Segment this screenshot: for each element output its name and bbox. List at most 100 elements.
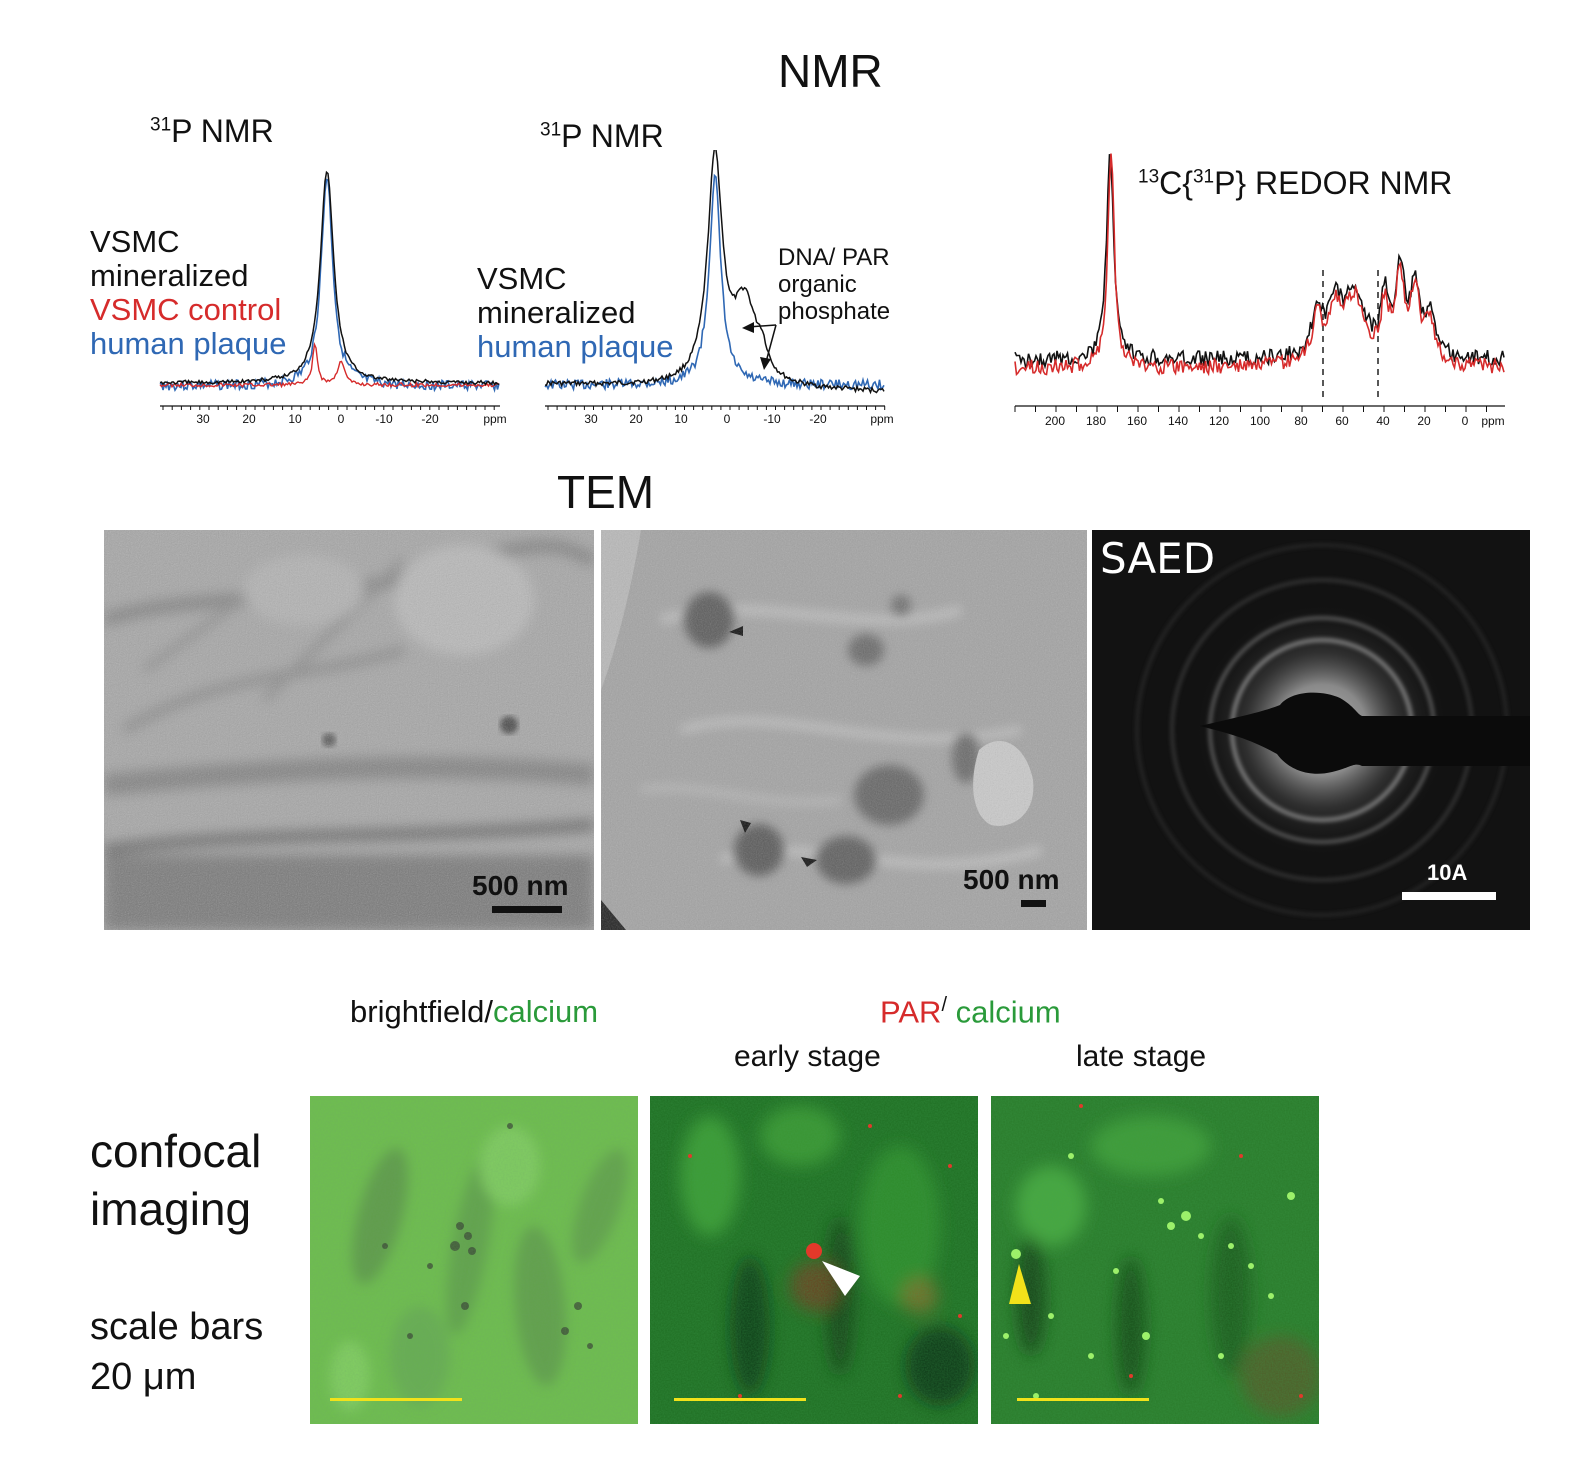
plot2-title-sup: 31 <box>540 119 562 141</box>
plot3-tick-label: 40 <box>1376 414 1390 428</box>
par-red-dot <box>806 1243 822 1259</box>
confocal1-scale-bar <box>330 1398 462 1401</box>
plot3-title-sup-2: 31 <box>1192 166 1215 188</box>
confocal-label-line-2: imaging <box>90 1183 252 1235</box>
calcium-label-left: calcium <box>493 994 599 1029</box>
plot1-title-main: P NMR <box>171 113 274 149</box>
plot1-tick-label: 10 <box>288 412 302 426</box>
par-calcium-header: PAR/ calcium <box>880 994 1061 1030</box>
tem-image-1: 500 nm <box>104 530 594 930</box>
confocal-brightfield-image <box>310 1096 638 1424</box>
confocal-late-stage-image <box>991 1096 1319 1424</box>
plot3-tick-label: 0 <box>1462 414 1469 428</box>
plot3-tick-label: 160 <box>1127 414 1147 428</box>
plot2-legend-line-2: mineralized <box>477 295 636 330</box>
plot2-legend-line-1: VSMC <box>477 261 567 296</box>
early-stage-arrowhead <box>822 1261 860 1296</box>
brightfield-label: brightfield/ <box>350 994 494 1029</box>
saed-label: SAED <box>1100 534 1216 583</box>
plot1-title-sup: 31 <box>150 114 172 136</box>
plot2-unit: ppm <box>870 412 893 426</box>
plot3-black-trace <box>1014 153 1505 370</box>
plot2-tick-label: 0 <box>724 412 731 426</box>
plot3-title-sup-1: 13 <box>1138 166 1160 188</box>
plot2-tick-label: 10 <box>674 412 688 426</box>
plot3-title-part-2: P} REDOR NMR <box>1214 165 1453 201</box>
saed-image: SAED 10A <box>1092 530 1530 930</box>
tem2-scale-bar <box>1021 900 1046 907</box>
plot3-tick-label: 100 <box>1250 414 1270 428</box>
plot1-blue-trace <box>159 178 500 393</box>
plot2-black-trace <box>544 150 885 395</box>
saed-scale-label: 10A <box>1427 860 1468 885</box>
plot1-legend-line-3: VSMC control <box>90 292 282 327</box>
plot1-legend-line-2: mineralized <box>90 258 249 293</box>
late-stage-arrowhead <box>1009 1264 1031 1304</box>
scale-caption-line-2: 20 μm <box>90 1356 197 1398</box>
calcium-label-right: calcium <box>955 994 1061 1030</box>
nmr-section-title: NMR <box>778 45 883 97</box>
plot1-black-trace <box>159 170 500 386</box>
confocal-side-label: confocal imaging <box>90 1122 261 1238</box>
plot3-tick-label: 60 <box>1335 414 1349 428</box>
saed-scale-bar <box>1402 892 1496 900</box>
plot2-arrowhead-1 <box>742 322 754 333</box>
early-stage-label: early stage <box>734 1040 881 1073</box>
plot2-tick-label: 20 <box>629 412 643 426</box>
plot2-annotation: DNA/ PAR organic phosphate <box>778 244 890 325</box>
tem-section-title: TEM <box>557 466 655 518</box>
plot2-tick-label: -20 <box>809 412 827 426</box>
tem2-scale-label: 500 nm <box>963 864 1060 895</box>
plot3-title-part-1: C{ <box>1159 165 1193 201</box>
plot3-tick-label: 200 <box>1045 414 1065 428</box>
late-stage-label: late stage <box>1076 1040 1207 1073</box>
brightfield-calcium-header: brightfield/calcium <box>350 994 598 1030</box>
plot1-red-trace <box>159 341 500 389</box>
plot1-title: 31P NMR <box>150 113 274 150</box>
confocal-label-line-1: confocal <box>90 1125 262 1177</box>
plot3-tick-label: 120 <box>1209 414 1229 428</box>
plot2-annotation-line-3: phosphate <box>778 298 891 325</box>
plot1-tick-label: -20 <box>421 412 439 426</box>
plot2-minor-ticks <box>547 406 886 410</box>
plot1-spectrum: 30 20 10 0 -10 -20 ppm <box>159 170 507 426</box>
scale-caption-line-1: scale bars <box>90 1306 264 1348</box>
plot3-unit: ppm <box>1481 414 1504 428</box>
plot3-red-trace <box>1014 153 1505 377</box>
tem1-scale-label: 500 nm <box>472 870 569 901</box>
plot1-legend-line-1: VSMC <box>90 224 180 259</box>
scale-bar-caption: scale bars 20 μm <box>90 1302 263 1402</box>
plot1-tick-label: -10 <box>375 412 393 426</box>
plot1-tick-label: 0 <box>338 412 345 426</box>
plot3-tick-label: 140 <box>1168 414 1188 428</box>
plot2-spectrum: 30 20 10 0 -10 -20 ppm <box>544 150 894 426</box>
confocal2-scale-bar <box>674 1398 806 1401</box>
plot2-annotation-line-2: organic <box>778 271 857 298</box>
plot3-tick-label: 20 <box>1417 414 1431 428</box>
plot1-legend-line-4: human plaque <box>90 326 287 361</box>
plot3-tick-label: 180 <box>1086 414 1106 428</box>
plot1-minor-ticks <box>162 406 495 410</box>
plot2-legend: VSMC mineralized human plaque <box>477 262 674 364</box>
plot2-blue-trace <box>544 173 885 393</box>
plot2-title: 31P NMR <box>540 118 664 155</box>
plot2-title-main: P NMR <box>561 118 664 154</box>
tem1-scale-bar <box>492 906 562 913</box>
plot3-spectrum: 200 180 160 140 120 100 80 60 40 20 0 pp… <box>1014 153 1505 428</box>
plot3-tick-label: 80 <box>1294 414 1308 428</box>
plot1-unit: ppm <box>483 412 506 426</box>
plot3-title: 13C{31P} REDOR NMR <box>1138 165 1452 202</box>
plot2-annotation-line-1: DNA/ PAR <box>778 244 890 271</box>
plot2-arrow-2 <box>765 324 777 363</box>
plot1-legend: VSMC mineralized VSMC control human plaq… <box>90 225 287 361</box>
confocal3-scale-bar <box>1017 1398 1149 1401</box>
plot2-tick-label: 30 <box>584 412 598 426</box>
plot3-minor-ticks <box>1014 406 1487 412</box>
par-calcium-separator: / <box>941 994 948 1016</box>
plot1-tick-label: 30 <box>196 412 210 426</box>
plot1-tick-label: 20 <box>242 412 256 426</box>
plot2-tick-label: -10 <box>763 412 781 426</box>
par-label: PAR <box>880 994 942 1030</box>
tem-image-2: 500 nm <box>601 530 1087 930</box>
plot2-arrowhead-2 <box>760 357 771 370</box>
